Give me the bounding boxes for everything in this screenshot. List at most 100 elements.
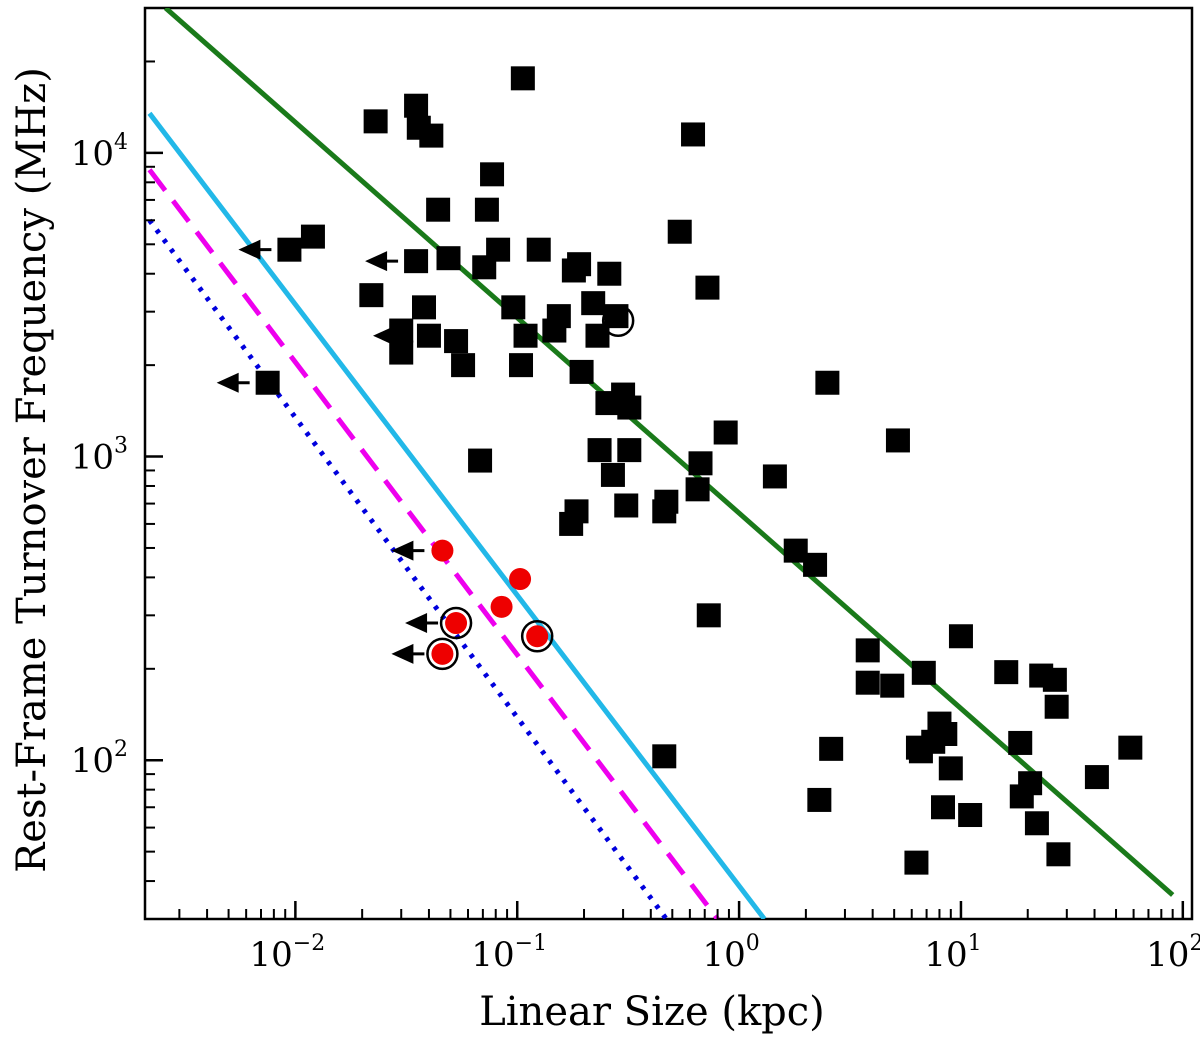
data-point-square <box>667 219 692 244</box>
line-fit <box>163 8 1175 897</box>
data-point-square <box>426 197 451 222</box>
x-axis-label: Linear Size (kpc) <box>479 989 825 1035</box>
data-point-square <box>486 237 511 262</box>
data-point-square <box>958 803 983 828</box>
data-point-square <box>389 340 414 365</box>
data-point-square <box>513 323 538 348</box>
data-point-square <box>468 448 493 473</box>
data-point-square <box>404 249 429 274</box>
data-point-square <box>803 552 828 577</box>
highlight-ring <box>439 606 473 640</box>
data-point-square <box>617 395 642 420</box>
data-point-circle <box>526 625 549 648</box>
data-point-square <box>526 237 551 262</box>
data-point-square <box>762 464 787 489</box>
data-point-circle <box>431 539 454 562</box>
data-point-square <box>587 438 612 463</box>
data-point-square <box>1046 842 1071 867</box>
data-point-square <box>416 323 441 348</box>
data-point-square <box>855 638 880 663</box>
y-tick-label: 102 <box>71 737 128 781</box>
data-point-square <box>819 736 844 761</box>
data-point-square <box>685 477 710 502</box>
data-point-square <box>911 660 936 685</box>
highlight-ring <box>601 304 635 338</box>
upper-limit-arrow-head <box>365 251 388 272</box>
data-point-square <box>713 420 738 445</box>
data-point-square <box>681 122 706 147</box>
x-tick-label: 10−1 <box>471 931 547 975</box>
data-point-square <box>885 428 910 453</box>
data-point-square <box>1084 765 1109 790</box>
data-point-square <box>567 252 592 277</box>
data-point-circle <box>431 642 454 665</box>
data-point-square <box>1008 730 1033 755</box>
data-point-square <box>931 795 956 820</box>
data-point-square <box>419 123 444 148</box>
data-point-circle <box>509 568 532 591</box>
data-point-square <box>880 673 905 698</box>
line-limit-dotted <box>147 218 669 919</box>
data-point-square <box>652 744 677 769</box>
ticks-layer <box>145 7 1185 920</box>
data-point-square <box>300 224 325 249</box>
data-point-square <box>654 489 679 514</box>
data-point-square <box>480 162 505 187</box>
data-point-square <box>617 438 642 463</box>
data-point-square <box>1044 694 1069 719</box>
data-point-square <box>994 660 1019 685</box>
data-point-square <box>569 359 594 384</box>
data-point-square <box>546 304 571 329</box>
data-point-square <box>564 499 589 524</box>
upper-limit-arrow-head <box>391 540 414 561</box>
data-point-square <box>933 721 958 746</box>
data-point-square <box>1024 811 1049 836</box>
plot-frame <box>143 6 1194 921</box>
data-point-square <box>412 295 437 320</box>
data-point-square <box>597 261 622 286</box>
data-point-square <box>1018 771 1043 796</box>
data-point-circle <box>445 612 468 635</box>
data-point-square <box>501 295 526 320</box>
data-point-square <box>807 787 832 812</box>
data-point-square <box>359 283 384 308</box>
data-point-square <box>696 603 721 628</box>
upper-limit-arrow-head <box>405 613 428 634</box>
highlight-ring <box>520 620 554 653</box>
marks-layer <box>216 66 1143 875</box>
data-point-square <box>255 370 280 395</box>
data-point-square <box>948 624 973 649</box>
upper-limit-arrow-head <box>216 372 239 393</box>
upper-limit-arrow-head <box>238 239 261 260</box>
data-point-square <box>1118 735 1143 760</box>
x-tick-label: 100 <box>702 931 759 975</box>
data-point-circle <box>490 595 513 618</box>
data-point-square <box>510 66 535 91</box>
x-tick-label: 102 <box>1146 931 1200 975</box>
tick-labels-layer: 10−2 10−1 100 101 102 102 103 104 <box>71 130 1200 975</box>
y-tick-label: 103 <box>71 434 128 478</box>
data-point-square <box>581 291 606 316</box>
data-point-square <box>363 109 388 134</box>
x-tick-label: 101 <box>924 931 981 975</box>
data-point-square <box>451 353 476 378</box>
data-point-square <box>444 329 469 354</box>
data-point-square <box>695 275 720 300</box>
data-point-square <box>855 670 880 695</box>
data-point-square <box>688 451 713 476</box>
x-tick-label: 10−2 <box>250 931 326 975</box>
data-point-square <box>815 370 840 395</box>
upper-limit-arrow-head <box>391 643 414 664</box>
data-point-square <box>277 237 302 262</box>
data-point-square <box>614 493 639 518</box>
data-point-square <box>904 850 929 875</box>
data-point-square <box>600 462 625 487</box>
data-point-square <box>436 246 461 271</box>
data-point-square <box>389 318 414 343</box>
y-tick-label: 104 <box>71 130 128 174</box>
data-point-square <box>938 756 963 781</box>
y-axis-label: Rest-Frame Turnover Frequency (MHz) <box>9 67 55 873</box>
data-point-square <box>404 93 429 118</box>
data-point-square <box>509 353 534 378</box>
